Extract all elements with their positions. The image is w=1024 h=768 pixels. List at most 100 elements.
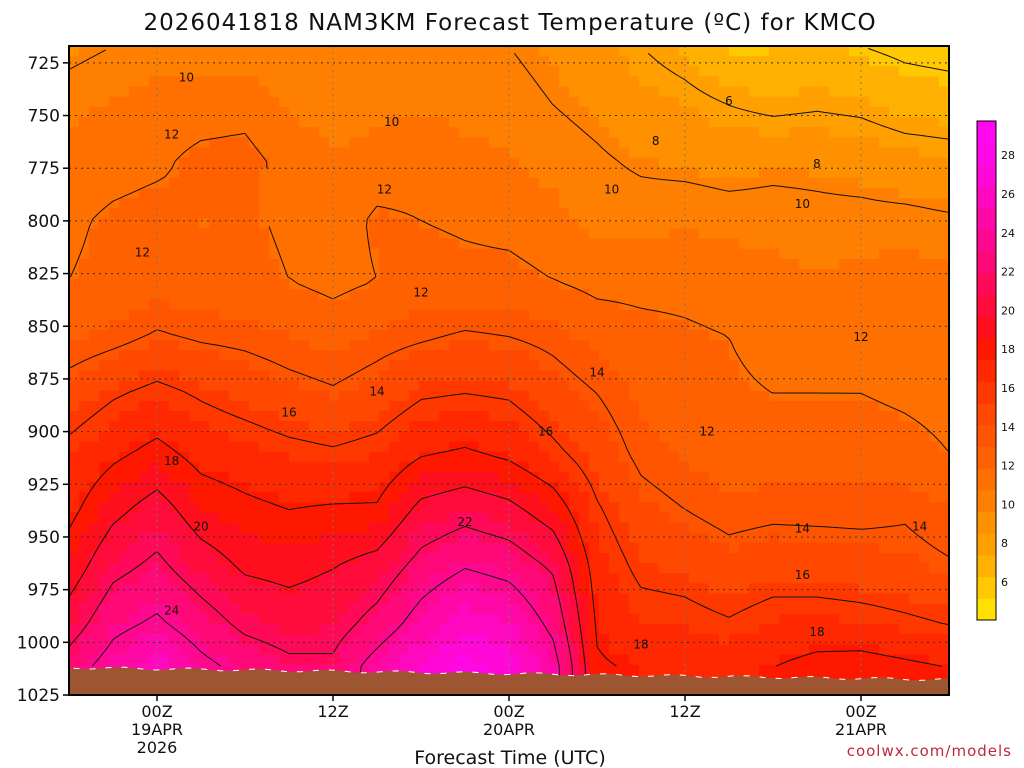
field-cell bbox=[819, 573, 830, 585]
field-cell bbox=[159, 96, 170, 108]
field-cell bbox=[559, 522, 570, 534]
field-cell bbox=[259, 187, 270, 199]
field-cell bbox=[659, 532, 670, 544]
field-cell bbox=[69, 553, 80, 564]
field-cell bbox=[669, 654, 680, 666]
field-cell bbox=[819, 512, 830, 524]
field-cell bbox=[149, 248, 160, 260]
field-cell bbox=[629, 553, 640, 564]
field-cell bbox=[159, 532, 170, 544]
field-cell bbox=[459, 654, 470, 666]
field-cell bbox=[139, 624, 150, 635]
field-cell bbox=[169, 299, 180, 311]
field-cell bbox=[459, 116, 470, 128]
field-cell bbox=[519, 593, 530, 605]
field-cell bbox=[669, 400, 680, 412]
field-cell bbox=[609, 127, 620, 138]
field-cell bbox=[409, 553, 420, 564]
field-cell bbox=[779, 299, 790, 311]
field-cell bbox=[749, 502, 760, 514]
field-cell bbox=[319, 66, 330, 78]
field-cell bbox=[259, 309, 270, 321]
field-cell bbox=[179, 431, 190, 443]
field-cell bbox=[149, 400, 160, 412]
field-cell bbox=[99, 208, 110, 219]
field-cell bbox=[359, 441, 370, 453]
field-cell bbox=[139, 563, 150, 574]
field-cell bbox=[209, 654, 220, 666]
field-cell bbox=[449, 198, 460, 209]
field-cell bbox=[619, 532, 630, 544]
field-cell bbox=[499, 553, 510, 564]
field-cell bbox=[489, 319, 500, 331]
field-cell bbox=[339, 289, 350, 301]
field-cell bbox=[439, 279, 450, 290]
field-cell bbox=[539, 512, 550, 524]
field-cell bbox=[469, 471, 480, 483]
field-cell bbox=[699, 56, 710, 67]
field-cell bbox=[369, 512, 380, 524]
field-cell bbox=[659, 218, 670, 230]
field-cell bbox=[69, 634, 80, 645]
field-cell bbox=[79, 583, 90, 595]
field-cell bbox=[799, 532, 810, 544]
field-cell bbox=[559, 624, 570, 635]
field-cell bbox=[479, 258, 490, 270]
field-cell bbox=[739, 431, 750, 443]
field-cell bbox=[749, 482, 760, 493]
field-cell bbox=[569, 360, 580, 372]
field-cell bbox=[309, 86, 320, 98]
field-cell bbox=[529, 116, 540, 128]
field-cell bbox=[619, 431, 630, 443]
field-cell bbox=[189, 329, 200, 341]
field-cell bbox=[279, 218, 290, 230]
field-cell bbox=[529, 238, 540, 250]
field-cell bbox=[719, 187, 730, 199]
field-cell bbox=[579, 350, 590, 361]
field-cell bbox=[819, 238, 830, 250]
field-cell bbox=[379, 157, 390, 169]
field-cell bbox=[339, 492, 350, 503]
field-cell bbox=[429, 127, 440, 138]
field-cell bbox=[419, 289, 430, 301]
field-cell bbox=[319, 147, 330, 159]
field-cell bbox=[419, 573, 430, 585]
field-cell bbox=[579, 431, 590, 443]
field-cell bbox=[489, 522, 500, 534]
field-cell bbox=[419, 644, 430, 656]
field-cell bbox=[769, 96, 780, 108]
field-cell bbox=[419, 370, 430, 382]
field-cell bbox=[279, 664, 290, 676]
field-cell bbox=[479, 512, 490, 524]
field-cell bbox=[649, 553, 660, 564]
field-cell bbox=[539, 258, 550, 270]
field-cell bbox=[179, 593, 190, 605]
field-cell bbox=[129, 553, 140, 564]
field-cell bbox=[519, 299, 530, 311]
field-cell bbox=[539, 360, 550, 372]
field-cell bbox=[449, 238, 460, 250]
field-cell bbox=[159, 248, 170, 260]
field-cell bbox=[779, 573, 790, 585]
field-cell bbox=[679, 289, 690, 301]
field-cell bbox=[119, 86, 130, 98]
field-cell bbox=[649, 421, 660, 432]
field-cell bbox=[559, 664, 570, 676]
field-cell bbox=[69, 502, 80, 514]
field-cell bbox=[509, 309, 520, 321]
field-cell bbox=[839, 340, 850, 351]
field-cell bbox=[69, 471, 80, 483]
field-cell bbox=[609, 613, 620, 625]
field-cell bbox=[669, 279, 680, 290]
field-cell bbox=[589, 522, 600, 534]
field-cell bbox=[369, 56, 380, 67]
field-cell bbox=[319, 563, 330, 574]
field-cell bbox=[109, 482, 120, 493]
field-cell bbox=[639, 147, 650, 159]
field-cell bbox=[639, 167, 650, 179]
field-cell bbox=[789, 56, 800, 67]
field-cell bbox=[409, 573, 420, 585]
field-cell bbox=[239, 411, 250, 422]
field-cell bbox=[309, 198, 320, 209]
field-cell bbox=[819, 532, 830, 544]
